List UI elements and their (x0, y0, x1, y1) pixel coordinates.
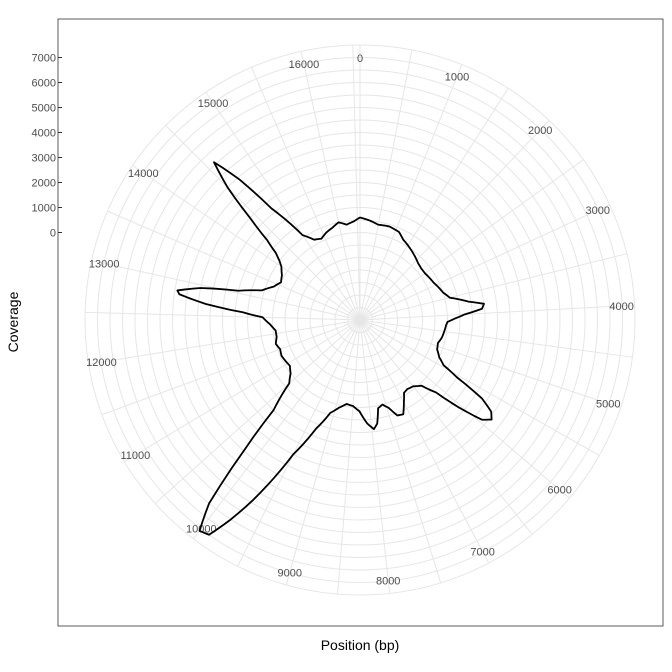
angular-gridline (237, 319, 361, 567)
angular-gridline (359, 304, 635, 321)
position-tick-label: 16000 (289, 59, 320, 71)
position-tick-label: 1000 (445, 72, 469, 84)
angular-gridline (205, 91, 361, 321)
grid (84, 44, 636, 596)
position-tick-label: 12000 (86, 357, 117, 369)
angular-gridline (101, 319, 361, 416)
position-tick-label: 15000 (198, 98, 229, 110)
angular-gridline (193, 319, 361, 540)
angular-gridline (352, 45, 361, 321)
angular-gridline (337, 319, 361, 595)
angular-gridline (359, 319, 633, 358)
position-tick-label: 6000 (547, 485, 571, 497)
coverage-tick-label: 4000 (32, 128, 56, 140)
angular-gridline (359, 319, 533, 535)
position-tick-label: 10000 (186, 524, 217, 536)
angular-gridline (88, 319, 361, 365)
position-tick-label: 8000 (376, 576, 400, 588)
angular-gridline (359, 253, 628, 321)
position-tick-label: 2000 (528, 125, 552, 137)
angular-gridline (359, 319, 600, 456)
angular-gridline (359, 319, 391, 594)
plot-panel-border (57, 18, 664, 627)
angular-gridline (300, 51, 361, 321)
angular-gridline (359, 88, 509, 321)
angular-gridline (359, 319, 621, 409)
angular-gridline (107, 210, 361, 321)
position-tick-label: 9000 (278, 567, 302, 579)
angular-gridline (85, 311, 361, 321)
coverage-tick-label: 2000 (32, 178, 56, 190)
angular-gridline (359, 64, 463, 321)
angular-gridline (165, 125, 361, 321)
angular-gridline (251, 67, 361, 321)
angular-gridline (124, 319, 361, 463)
coverage-series-line (176, 161, 493, 536)
angular-gridline (132, 165, 361, 321)
angular-gridline (285, 319, 361, 586)
coverage-tick-label: 3000 (32, 153, 56, 165)
angular-gridline (154, 319, 361, 504)
coverage-tick-label: 6000 (32, 78, 56, 90)
position-tick-label: 7000 (470, 547, 494, 559)
position-tick-label: 13000 (89, 259, 120, 271)
position-tick-label: 0 (357, 53, 363, 65)
angular-gridline (359, 120, 550, 321)
angular-gridline (359, 319, 570, 499)
coverage-tick-label: 5000 (32, 103, 56, 115)
angular-gridline (359, 319, 442, 584)
coverage-tick-label: 1000 (32, 203, 56, 215)
coverage-tick-label: 7000 (32, 53, 56, 65)
x-axis-title: Position (bp) (321, 637, 400, 653)
position-tick-label: 4000 (609, 301, 633, 313)
position-tick-label: 11000 (121, 450, 151, 462)
coverage-axis: 0 1000 2000 3000 4000 5000 6000 7000 (32, 53, 62, 240)
angular-gridline (359, 319, 490, 564)
position-tick-label: 5000 (596, 399, 620, 411)
angular-gridline (359, 49, 413, 321)
position-tick-label: 3000 (586, 205, 610, 217)
coverage-tick-label: 0 (50, 228, 56, 240)
position-tick-labels: 0 1000 2000 3000 4000 5000 6000 7000 8000 9000 100… (86, 53, 634, 588)
y-axis-title: Coverage (5, 291, 21, 352)
angular-gridline (359, 204, 610, 321)
angular-gridline (359, 159, 584, 321)
position-tick-label: 14000 (128, 168, 159, 180)
